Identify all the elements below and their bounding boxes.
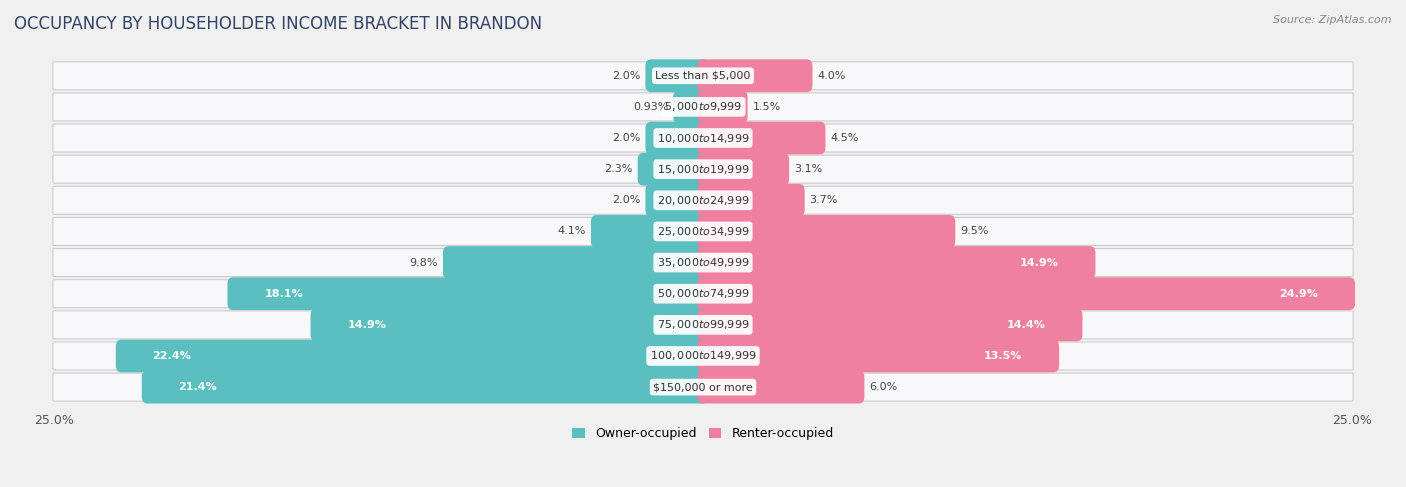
Legend: Owner-occupied, Renter-occupied: Owner-occupied, Renter-occupied <box>568 422 838 445</box>
Text: 2.0%: 2.0% <box>613 195 641 206</box>
Text: $10,000 to $14,999: $10,000 to $14,999 <box>657 131 749 145</box>
Text: 9.8%: 9.8% <box>409 258 439 267</box>
Text: 24.9%: 24.9% <box>1279 289 1319 299</box>
FancyBboxPatch shape <box>53 62 1353 90</box>
FancyBboxPatch shape <box>697 153 789 186</box>
Text: 9.5%: 9.5% <box>960 226 988 236</box>
FancyBboxPatch shape <box>645 59 709 92</box>
Text: 2.0%: 2.0% <box>613 71 641 81</box>
Text: 4.1%: 4.1% <box>558 226 586 236</box>
FancyBboxPatch shape <box>645 122 709 154</box>
FancyBboxPatch shape <box>53 342 1353 370</box>
Text: $25,000 to $34,999: $25,000 to $34,999 <box>657 225 749 238</box>
FancyBboxPatch shape <box>142 371 709 404</box>
Text: $20,000 to $24,999: $20,000 to $24,999 <box>657 194 749 207</box>
Text: 4.5%: 4.5% <box>830 133 859 143</box>
FancyBboxPatch shape <box>53 311 1353 339</box>
Text: 3.1%: 3.1% <box>794 164 823 174</box>
Text: 21.4%: 21.4% <box>179 382 218 392</box>
FancyBboxPatch shape <box>311 308 709 341</box>
Text: 4.0%: 4.0% <box>817 71 845 81</box>
Text: 14.9%: 14.9% <box>1019 258 1059 267</box>
FancyBboxPatch shape <box>697 339 1059 373</box>
FancyBboxPatch shape <box>697 184 804 217</box>
FancyBboxPatch shape <box>591 215 709 248</box>
Text: 6.0%: 6.0% <box>869 382 897 392</box>
Text: $35,000 to $49,999: $35,000 to $49,999 <box>657 256 749 269</box>
Text: 18.1%: 18.1% <box>264 289 302 299</box>
Text: 0.93%: 0.93% <box>633 102 668 112</box>
Text: Less than $5,000: Less than $5,000 <box>655 71 751 81</box>
Text: 14.4%: 14.4% <box>1007 320 1046 330</box>
Text: $150,000 or more: $150,000 or more <box>654 382 752 392</box>
FancyBboxPatch shape <box>697 215 955 248</box>
FancyBboxPatch shape <box>443 246 709 279</box>
Text: 22.4%: 22.4% <box>153 351 191 361</box>
FancyBboxPatch shape <box>53 217 1353 245</box>
Text: Source: ZipAtlas.com: Source: ZipAtlas.com <box>1274 15 1392 25</box>
FancyBboxPatch shape <box>228 277 709 310</box>
FancyBboxPatch shape <box>697 59 813 92</box>
FancyBboxPatch shape <box>638 153 709 186</box>
Text: 1.5%: 1.5% <box>752 102 780 112</box>
FancyBboxPatch shape <box>697 371 865 404</box>
Text: $75,000 to $99,999: $75,000 to $99,999 <box>657 318 749 331</box>
FancyBboxPatch shape <box>673 91 709 123</box>
FancyBboxPatch shape <box>697 277 1355 310</box>
FancyBboxPatch shape <box>645 184 709 217</box>
FancyBboxPatch shape <box>53 187 1353 214</box>
FancyBboxPatch shape <box>53 373 1353 401</box>
Text: 2.0%: 2.0% <box>613 133 641 143</box>
FancyBboxPatch shape <box>115 339 709 373</box>
FancyBboxPatch shape <box>53 248 1353 277</box>
Text: $50,000 to $74,999: $50,000 to $74,999 <box>657 287 749 300</box>
FancyBboxPatch shape <box>53 93 1353 121</box>
Text: 14.9%: 14.9% <box>347 320 387 330</box>
Text: $15,000 to $19,999: $15,000 to $19,999 <box>657 163 749 176</box>
FancyBboxPatch shape <box>53 124 1353 152</box>
FancyBboxPatch shape <box>53 280 1353 308</box>
FancyBboxPatch shape <box>697 308 1083 341</box>
Text: $5,000 to $9,999: $5,000 to $9,999 <box>664 100 742 113</box>
FancyBboxPatch shape <box>53 155 1353 183</box>
Text: 2.3%: 2.3% <box>605 164 633 174</box>
Text: OCCUPANCY BY HOUSEHOLDER INCOME BRACKET IN BRANDON: OCCUPANCY BY HOUSEHOLDER INCOME BRACKET … <box>14 15 543 33</box>
Text: 13.5%: 13.5% <box>984 351 1022 361</box>
FancyBboxPatch shape <box>697 91 748 123</box>
FancyBboxPatch shape <box>697 122 825 154</box>
Text: $100,000 to $149,999: $100,000 to $149,999 <box>650 350 756 362</box>
Text: 3.7%: 3.7% <box>810 195 838 206</box>
FancyBboxPatch shape <box>697 246 1095 279</box>
